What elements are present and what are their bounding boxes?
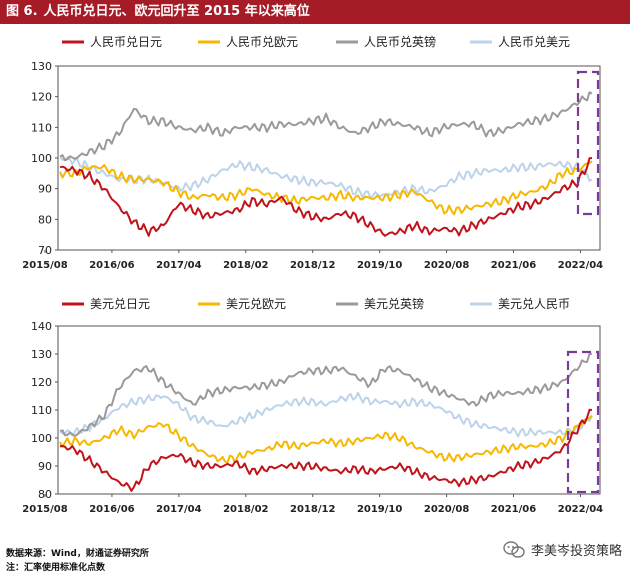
x-tick-label: 2016/06 [89,504,134,515]
plot-frame [57,65,601,251]
series-line-3 [59,391,593,438]
y-tick-label: 110 [31,404,52,417]
data-note: 注：汇率使用标准化点数 [6,563,106,573]
figure-number: 图 6. [6,4,38,19]
y-tick-label: 140 [31,320,52,333]
x-tick-label: 2019/10 [357,504,402,515]
legend-label: 人民币兑美元 [498,35,570,49]
watermark: 李美岑投资策略 [503,540,622,559]
x-tick-label: 2022/04 [558,260,603,271]
highlight-box [576,70,600,216]
figure-title: 图 6. 人民币兑日元、欧元回升至 2015 年以来高位 [0,0,630,24]
x-tick-label: 2018/02 [223,504,268,515]
y-tick-label: 100 [31,432,52,445]
series-line-2 [59,352,593,437]
y-tick-label: 120 [31,91,52,104]
watermark-text: 李美岑投资策略 [530,544,622,559]
wechat-icon [503,540,525,558]
x-tick-label: 2019/10 [357,260,402,271]
x-tick-label: 2018/12 [290,260,335,271]
series-line-0 [59,157,593,237]
y-tick-label: 80 [38,213,52,226]
x-tick-label: 2020/08 [424,260,469,271]
x-tick-label: 2018/02 [223,260,268,271]
x-tick-label: 2021/06 [491,504,536,515]
x-tick-label: 2017/04 [156,504,201,515]
y-tick-label: 90 [38,183,52,196]
figure-title-text: 人民币兑日元、欧元回升至 2015 年以来高位 [43,4,310,19]
y-tick-label: 90 [38,460,52,473]
series-line-2 [59,91,593,162]
y-tick-label: 130 [31,60,52,73]
legend-label: 美元兑人民币 [498,297,570,311]
legend-label: 美元兑英镑 [364,296,424,311]
x-tick-label: 2018/12 [290,504,335,515]
legend-label: 美元兑欧元 [226,297,286,311]
series-line-1 [59,414,593,464]
x-tick-label: 2020/08 [424,504,469,515]
plot-frame [57,325,601,495]
x-tick-label: 2015/08 [22,504,67,515]
legend-label: 人民币兑日元 [90,35,162,49]
x-tick-label: 2017/04 [156,260,201,271]
highlight-box [566,350,600,494]
x-tick-label: 2021/06 [491,260,536,271]
y-tick-label: 120 [31,376,52,389]
data-source: 数据来源：Wind，财通证券研究所 [6,549,149,559]
x-tick-label: 2016/06 [89,260,134,271]
x-tick-label: 2022/04 [558,504,603,515]
legend-label: 人民币兑欧元 [226,35,298,49]
series-line-3 [59,156,593,199]
y-tick-label: 100 [31,152,52,165]
series-line-1 [59,160,593,216]
series-line-0 [59,408,593,492]
y-tick-label: 110 [31,121,52,134]
y-tick-label: 130 [31,348,52,361]
legend-label: 美元兑日元 [90,297,150,311]
legend-label: 人民币兑英镑 [364,34,436,49]
x-tick-label: 2015/08 [22,260,67,271]
